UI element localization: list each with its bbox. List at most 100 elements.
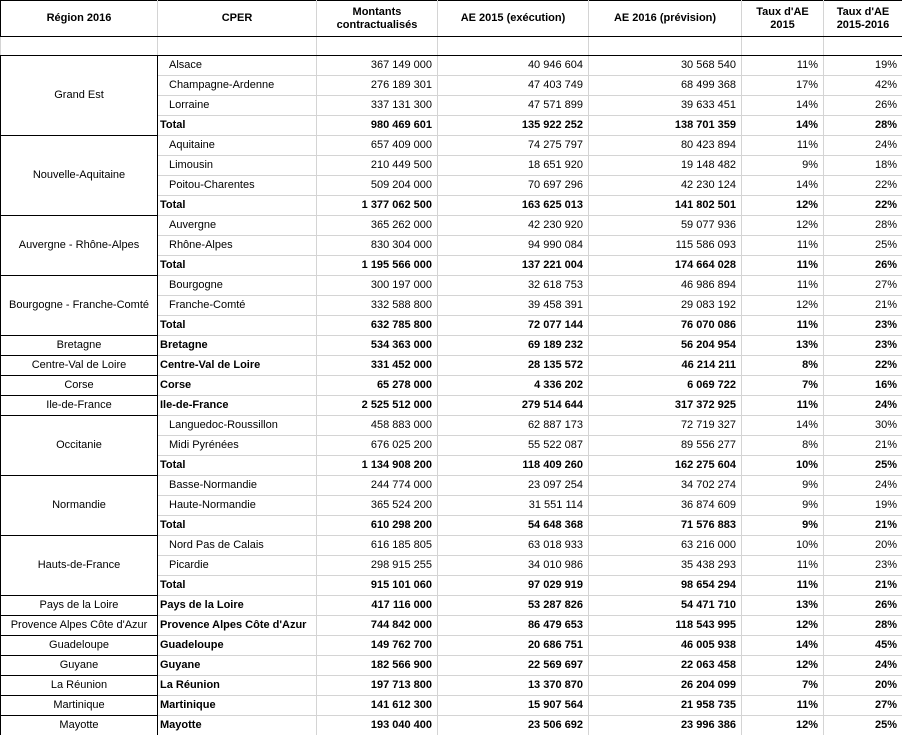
value-cell: 18% (823, 155, 902, 176)
value-cell: 53 287 826 (437, 595, 589, 616)
value-cell: 25% (823, 715, 902, 735)
value-cell: 11% (741, 255, 824, 276)
cper-cell: Languedoc-Roussillon (157, 415, 317, 436)
value-cell: 69 189 232 (437, 335, 589, 356)
value-cell: 63 018 933 (437, 535, 589, 556)
region-cell: Grand Est (0, 55, 158, 136)
header-line: 2015-2016 (836, 18, 890, 31)
value-cell: 46 986 894 (588, 275, 742, 296)
data-row: Occitanie Languedoc-Roussillon 458 883 000… (0, 415, 902, 476)
value-cell: 14% (741, 115, 824, 136)
cper-cell: Provence Alpes Côte d'Azur (157, 615, 317, 636)
cper-cell: Limousin (157, 155, 317, 176)
value-cell: 80 423 894 (588, 135, 742, 156)
header-cell: AE 2015 (exécution) (437, 0, 589, 37)
value-cell: 76 070 086 (588, 315, 742, 336)
data-row: Bretagne Bretagne 534 363 000 69 189 232 56 … (0, 335, 902, 356)
value-cell: 6 069 722 (588, 375, 742, 396)
value-cell: 94 990 084 (437, 235, 589, 256)
region-cell: Nouvelle-Aquitaine (0, 135, 158, 216)
value-cell: 244 774 000 (316, 475, 438, 496)
value-cell: 71 576 883 (588, 515, 742, 536)
region-cell: Normandie (0, 475, 158, 536)
cper-cell: Total (157, 195, 317, 216)
value-cell: 509 204 000 (316, 175, 438, 196)
value-cell: 11% (741, 555, 824, 576)
value-cell: 26% (823, 595, 902, 616)
value-cell: 12% (741, 295, 824, 316)
value-cell: 13% (741, 335, 824, 356)
cper-cell: Corse (157, 375, 317, 396)
data-row: Ile-de-France Ile-de-France 2 525 512 000 2… (0, 395, 902, 416)
value-cell: 279 514 644 (437, 395, 589, 416)
value-cell: 20% (823, 535, 902, 556)
value-cell: 174 664 028 (588, 255, 742, 276)
value-cell: 15 907 564 (437, 695, 589, 716)
data-row: Limousin 210 449 500 18 651 920 19 148 482 9… (1, 155, 902, 176)
data-row: Total 632 785 800 72 077 144 76 070 086 11% 2… (1, 315, 902, 336)
value-cell: 9% (741, 495, 824, 516)
value-cell: 23% (823, 555, 902, 576)
region-cell: Occitanie (0, 415, 158, 476)
value-cell: 35 438 293 (588, 555, 742, 576)
value-cell: 72 077 144 (437, 315, 589, 336)
value-cell: 54 471 710 (588, 595, 742, 616)
value-cell: 54 648 368 (437, 515, 589, 536)
cper-cell: Aquitaine (157, 135, 317, 156)
value-cell: 26% (823, 95, 902, 116)
region-cell: Bourgogne - Franche-Comté (0, 275, 158, 336)
value-cell: 23 097 254 (437, 475, 589, 496)
value-cell: 23 996 386 (588, 715, 742, 735)
value-cell: 22% (823, 355, 902, 376)
data-row: Rhône-Alpes 830 304 000 94 990 084 115 586 … (1, 235, 902, 256)
value-cell: 56 204 954 (588, 335, 742, 356)
value-cell: 12% (741, 715, 824, 735)
cper-cell: Bretagne (157, 335, 317, 356)
cper-cell: Total (157, 255, 317, 276)
header-line: 2015 (770, 18, 795, 31)
value-cell: 12% (741, 195, 824, 216)
value-cell: 14% (741, 415, 824, 436)
value-cell: 98 654 294 (588, 575, 742, 596)
value-cell: 17% (741, 75, 824, 96)
data-row: Mayotte Mayotte 193 040 400 23 506 692 23 99… (0, 715, 902, 735)
data-row: Picardie 298 915 255 34 010 986 35 438 293 1… (1, 555, 902, 576)
value-cell: 11% (741, 695, 824, 716)
value-cell: 22% (823, 175, 902, 196)
value-cell: 24% (823, 395, 902, 416)
value-cell: 59 077 936 (588, 215, 742, 236)
data-row: Guadeloupe Guadeloupe 149 762 700 20 686 75… (0, 635, 902, 656)
value-cell: 337 131 300 (316, 95, 438, 116)
value-cell: 20% (823, 675, 902, 696)
value-cell: 27% (823, 275, 902, 296)
value-cell: 135 922 252 (437, 115, 589, 136)
cper-cell: Bourgogne (157, 275, 317, 296)
data-row: Provence Alpes Côte d'Azur Provence Alpes… (0, 615, 902, 636)
cper-cell: Mayotte (157, 715, 317, 735)
value-cell: 68 499 368 (588, 75, 742, 96)
region-cell: Hauts-de-France (0, 535, 158, 596)
header-cell: Montants contractualisés (316, 0, 438, 37)
region-cell: Auvergne - Rhône-Alpes (0, 215, 158, 276)
value-cell: 830 304 000 (316, 235, 438, 256)
value-cell: 70 697 296 (437, 175, 589, 196)
header-line: Taux d'AE (836, 5, 890, 18)
value-cell: 980 469 601 (316, 115, 438, 136)
value-cell: 9% (741, 155, 824, 176)
value-cell: 1 377 062 500 (316, 195, 438, 216)
data-row: Normandie Basse-Normandie 244 774 000 23 09… (0, 475, 902, 536)
cper-cell: Ile-de-France (157, 395, 317, 416)
value-cell: 42 230 124 (588, 175, 742, 196)
empty-cell (316, 36, 438, 56)
cper-cell: Total (157, 575, 317, 596)
region-cell: Guyane (0, 655, 158, 676)
header-cell: CPER (157, 0, 317, 37)
data-row: Franche-Comté 332 588 800 39 458 391 29 083… (1, 295, 902, 316)
cper-cell: La Réunion (157, 675, 317, 696)
value-cell: 616 185 805 (316, 535, 438, 556)
value-cell: 21% (823, 515, 902, 536)
value-cell: 63 216 000 (588, 535, 742, 556)
value-cell: 9% (741, 475, 824, 496)
header-line: Taux d'AE (756, 5, 809, 18)
value-cell: 11% (741, 315, 824, 336)
